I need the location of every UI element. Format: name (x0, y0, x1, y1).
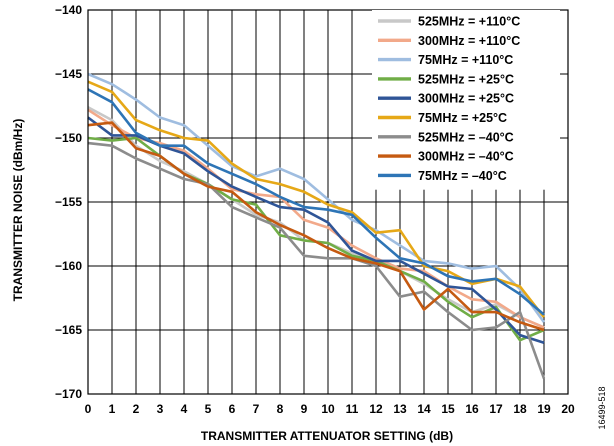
x-tick-label: 14 (417, 402, 431, 416)
x-tick-label: 19 (537, 402, 551, 416)
x-tick-label: 10 (321, 402, 335, 416)
figure-id: 16499-518 (597, 386, 607, 429)
legend: 525MHz = +110°C 300MHz = +110°C 75MHz = +1… (372, 10, 560, 190)
legend-label: 300MHz = –40°C (418, 150, 514, 164)
series-line (87, 141, 546, 380)
y-tick-label: −155 (55, 195, 82, 209)
legend-label: 525MHz = +110°C (418, 15, 520, 29)
y-tick-label: −160 (55, 259, 82, 273)
x-tick-label: 3 (157, 402, 164, 416)
x-axis-title: TRANSMITTER ATTENUATOR SETTING (dB) (201, 429, 453, 443)
x-tick-label: 6 (229, 402, 236, 416)
x-tick-label: 8 (277, 402, 284, 416)
x-tick-label: 9 (301, 402, 308, 416)
plot-frame (87, 9, 569, 395)
x-tick-label: 5 (205, 402, 212, 416)
y-tick-label: −140 (55, 3, 82, 17)
series-line (87, 121, 545, 332)
y-tick-label: −170 (55, 387, 82, 401)
y-axis-title: TRANSMITTER NOISE (dBm/Hz) (11, 119, 25, 302)
x-tick-label: 0 (85, 402, 92, 416)
legend-label: 75MHz = –40°C (418, 169, 507, 183)
x-tick-label: 12 (369, 402, 383, 416)
x-tick-label: 18 (513, 402, 527, 416)
y-tick-labels: −140 −145 −150 −155 −160 −165 −170 (55, 3, 82, 401)
y-tick-label: −150 (55, 131, 82, 145)
x-tick-label: 2 (133, 402, 140, 416)
x-tick-label: 11 (346, 402, 359, 416)
legend-label: 300MHz = +110°C (418, 34, 520, 48)
x-tick-label: 7 (253, 402, 260, 416)
x-tick-label: 17 (489, 402, 503, 416)
legend-label: 75MHz = +25°C (418, 111, 507, 125)
legend-label: 525MHz = +25°C (418, 72, 514, 86)
series-line (87, 72, 546, 324)
x-tick-label: 15 (441, 402, 455, 416)
x-tick-label: 13 (393, 402, 407, 416)
x-tick-label: 4 (181, 402, 188, 416)
series-line (87, 88, 545, 316)
x-tick-label: 1 (109, 402, 116, 416)
series-lines (87, 72, 546, 380)
x-tick-label: 16 (465, 402, 479, 416)
x-tick-label: 20 (561, 402, 575, 416)
x-tick-labels: 0 1 2 3 4 5 6 7 8 9 10 11 12 13 14 15 16 17 18 19 20 (85, 402, 575, 416)
y-tick-label: −165 (55, 323, 82, 337)
y-tick-label: −145 (55, 67, 82, 81)
legend-label: 75MHz = +110°C (418, 53, 513, 67)
series-line (87, 108, 545, 329)
legend-label: 525MHz = –40°C (418, 130, 514, 144)
legend-label: 300MHz = +25°C (418, 92, 514, 106)
